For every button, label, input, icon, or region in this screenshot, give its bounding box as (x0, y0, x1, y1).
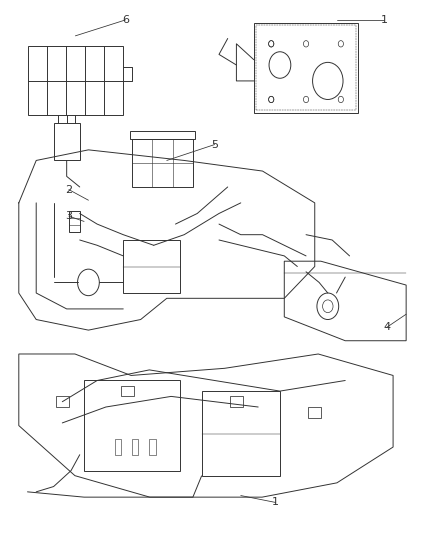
Bar (84, 381, 180, 471)
Text: 3: 3 (65, 211, 72, 221)
Bar (69, 211, 80, 232)
Bar (123, 240, 180, 293)
Bar (308, 407, 321, 418)
Bar (201, 391, 280, 476)
Text: 1: 1 (272, 497, 279, 507)
Bar (149, 439, 156, 455)
Bar (121, 386, 134, 397)
Text: 1: 1 (381, 15, 388, 25)
Bar (130, 131, 195, 139)
Text: 4: 4 (383, 322, 390, 333)
Bar (53, 123, 80, 160)
Text: 6: 6 (122, 15, 129, 25)
Bar (230, 397, 243, 407)
Bar (254, 22, 358, 113)
Bar (28, 46, 123, 115)
Bar (132, 139, 193, 187)
Bar (132, 439, 138, 455)
Bar (115, 439, 121, 455)
Text: 5: 5 (211, 140, 218, 150)
Bar (56, 397, 69, 407)
Bar (256, 25, 356, 110)
Text: 2: 2 (65, 184, 72, 195)
